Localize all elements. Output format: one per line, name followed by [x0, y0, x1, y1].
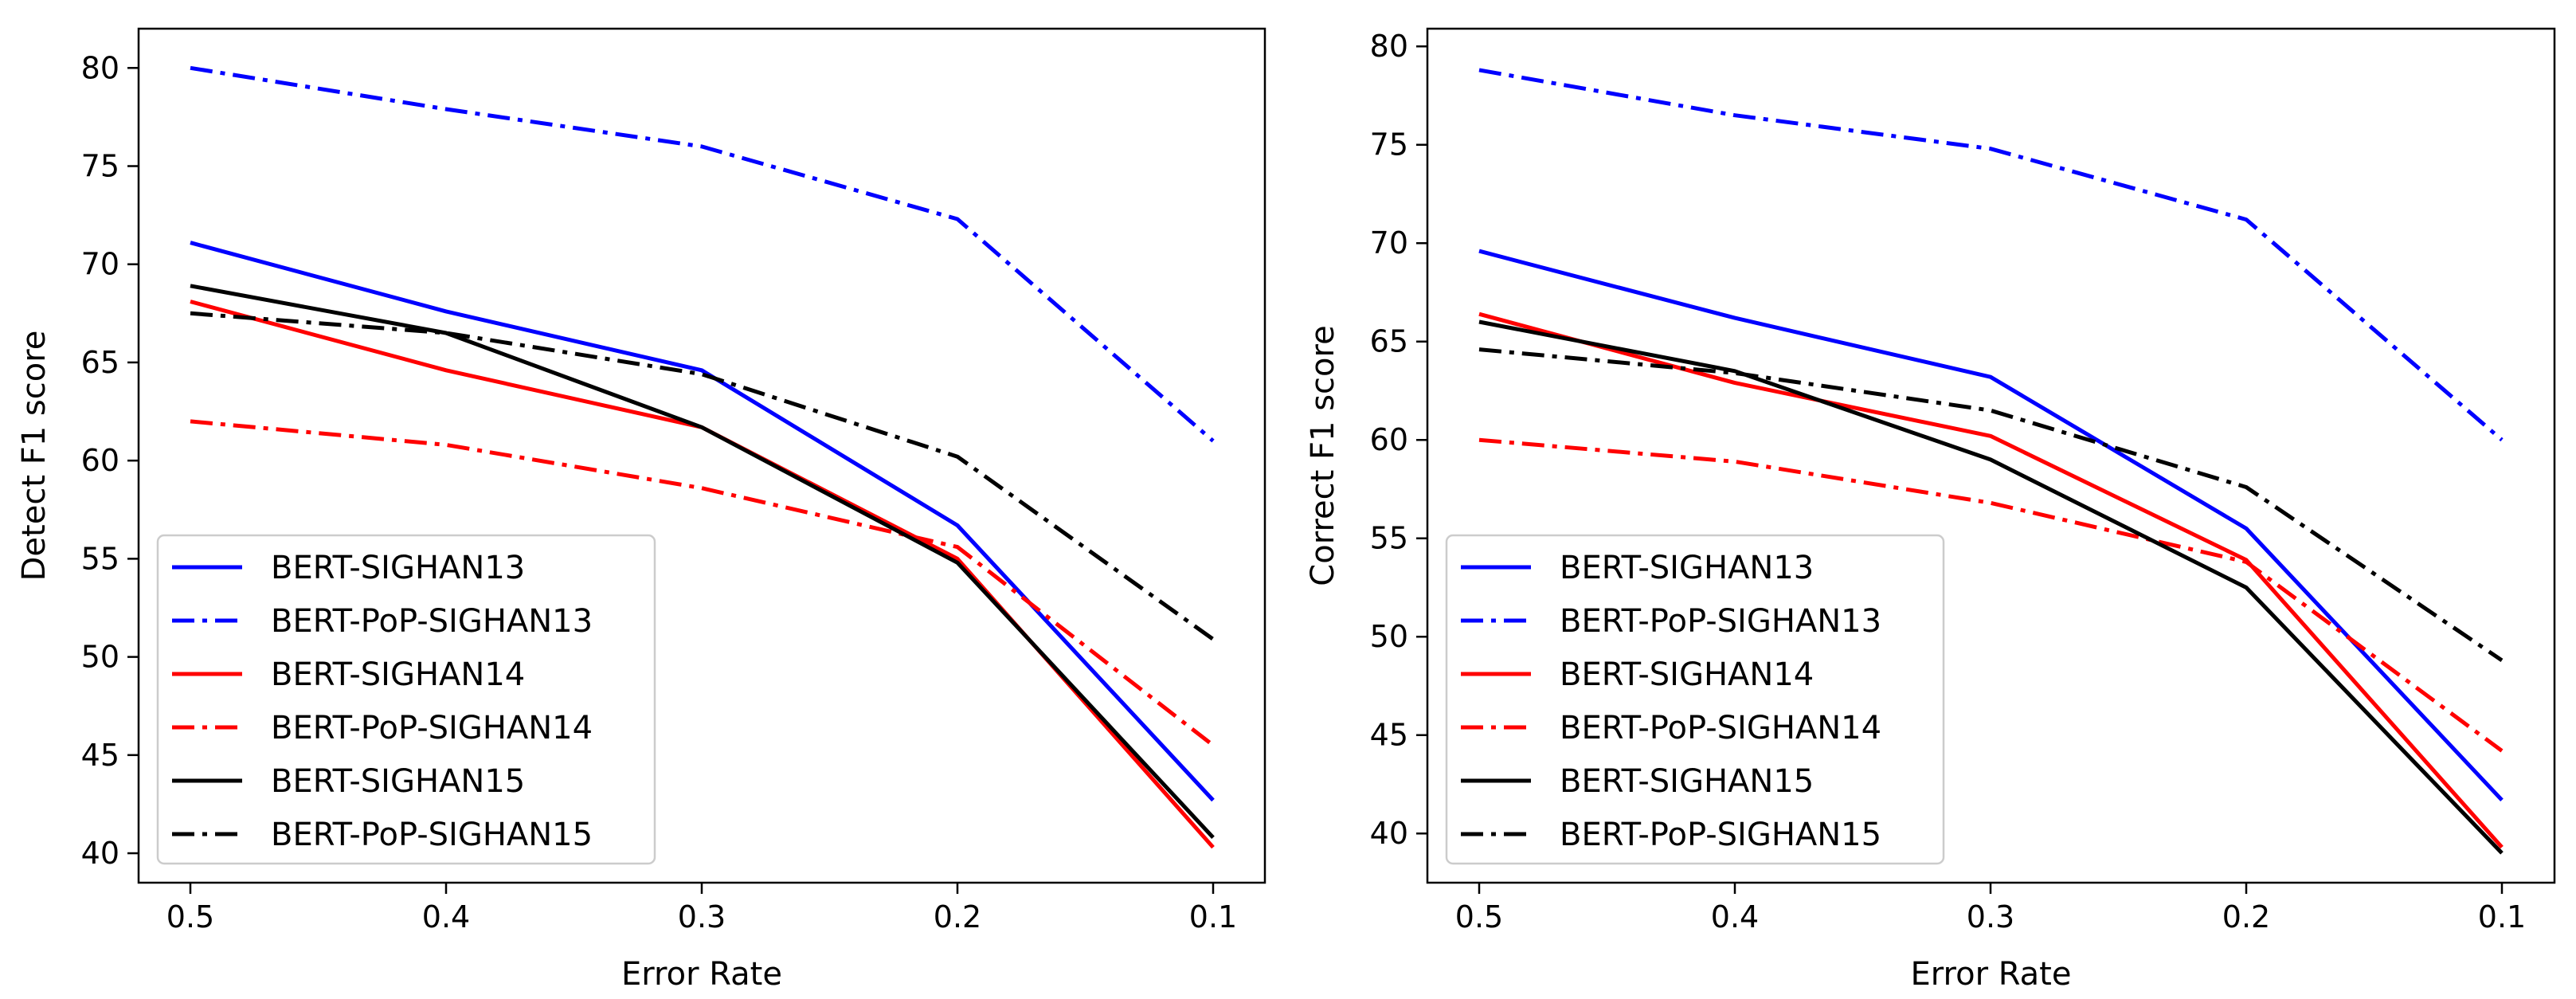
left-x-axis-label: Error Rate — [621, 956, 782, 993]
right-x-tick-label: 0.2 — [2222, 899, 2270, 934]
right-y-tick-label: 50 — [1370, 619, 1408, 654]
left-x-tick-label: 0.4 — [422, 899, 470, 934]
left-legend-label: BERT-PoP-SIGHAN14 — [271, 710, 593, 746]
left-series-line-bert-sighan15 — [190, 284, 1215, 840]
left-x-tick-label: 0.1 — [1189, 899, 1237, 934]
right-x-tick-label: 0.4 — [1711, 899, 1759, 934]
right-x-tick-label: 0.5 — [1455, 899, 1503, 934]
right-legend-label: BERT-PoP-SIGHAN15 — [1560, 817, 1881, 853]
right-x-tick-label: 0.1 — [2478, 899, 2526, 934]
right-y-tick-label: 45 — [1370, 718, 1408, 753]
right-y-tick-label: 60 — [1370, 422, 1408, 457]
right-y-tick-label: 80 — [1370, 29, 1408, 64]
left-series-line-bert-pop-sighan13 — [190, 65, 1215, 443]
right-legend: BERT-SIGHAN13 BERT-PoP-SIGHAN13 BERT-SIGHA… — [1445, 534, 1945, 865]
right-series-line-bert-pop-sighan13 — [1478, 68, 2504, 442]
right-legend-label: BERT-PoP-SIGHAN13 — [1560, 603, 1881, 640]
right-series-line-bert-sighan13 — [1478, 249, 2504, 802]
left-y-tick-label: 45 — [81, 738, 119, 773]
right-legend-label: BERT-SIGHAN14 — [1560, 656, 1814, 693]
left-y-tick-label: 40 — [81, 836, 119, 871]
left-y-tick-label: 75 — [81, 149, 119, 184]
left-y-tick-label: 65 — [81, 345, 119, 380]
left-legend-label: BERT-SIGHAN14 — [271, 656, 525, 693]
left-legend-label: BERT-PoP-SIGHAN15 — [271, 817, 593, 853]
right-chart: 0.5 0.4 0.3 0.2 0.1 40 45 50 55 60 65 70 75 80 Error R… — [1305, 27, 2556, 993]
right-y-tick-label: 40 — [1370, 816, 1408, 851]
right-y-tick-label: 70 — [1370, 225, 1408, 261]
right-y-tick-label: 65 — [1370, 324, 1408, 359]
right-x-axis-label: Error Rate — [1911, 956, 2072, 993]
left-legend-label: BERT-SIGHAN13 — [271, 550, 525, 586]
left-y-tick-label: 70 — [81, 247, 119, 282]
right-x-tick-label: 0.3 — [1967, 899, 2014, 934]
left-legend-label: BERT-PoP-SIGHAN13 — [271, 603, 593, 640]
right-legend-label: BERT-SIGHAN13 — [1560, 550, 1814, 586]
left-y-tick-label: 80 — [81, 50, 119, 85]
left-x-tick-label: 0.2 — [934, 899, 981, 934]
left-y-tick-label: 50 — [81, 640, 119, 675]
left-legend: BERT-SIGHAN13 BERT-PoP-SIGHAN13 BERT-SIGHA… — [156, 534, 656, 865]
right-series-line-bert-sighan15 — [1478, 319, 2504, 855]
right-y-axis-label: Correct F1 score — [1305, 325, 1341, 586]
left-series-line-bert-sighan13 — [190, 241, 1215, 802]
left-legend-box — [156, 534, 656, 865]
right-legend-label: BERT-PoP-SIGHAN14 — [1560, 710, 1881, 746]
left-x-tick-label: 0.5 — [166, 899, 214, 934]
right-legend-label: BERT-SIGHAN15 — [1560, 763, 1814, 800]
left-legend-label: BERT-SIGHAN15 — [271, 763, 525, 800]
left-y-axis-label: Detect F1 score — [16, 331, 53, 582]
left-x-tick-label: 0.3 — [678, 899, 726, 934]
right-y-tick-label: 75 — [1370, 127, 1408, 163]
left-y-tick-label: 60 — [81, 443, 119, 478]
right-y-tick-label: 55 — [1370, 521, 1408, 556]
right-legend-box — [1445, 534, 1945, 865]
left-chart: 0.5 0.4 0.3 0.2 0.1 40 45 50 55 60 65 70 75 80 Error R… — [16, 27, 1266, 993]
left-y-tick-label: 55 — [81, 541, 119, 576]
right-series-line-bert-sighan14 — [1478, 311, 2504, 849]
